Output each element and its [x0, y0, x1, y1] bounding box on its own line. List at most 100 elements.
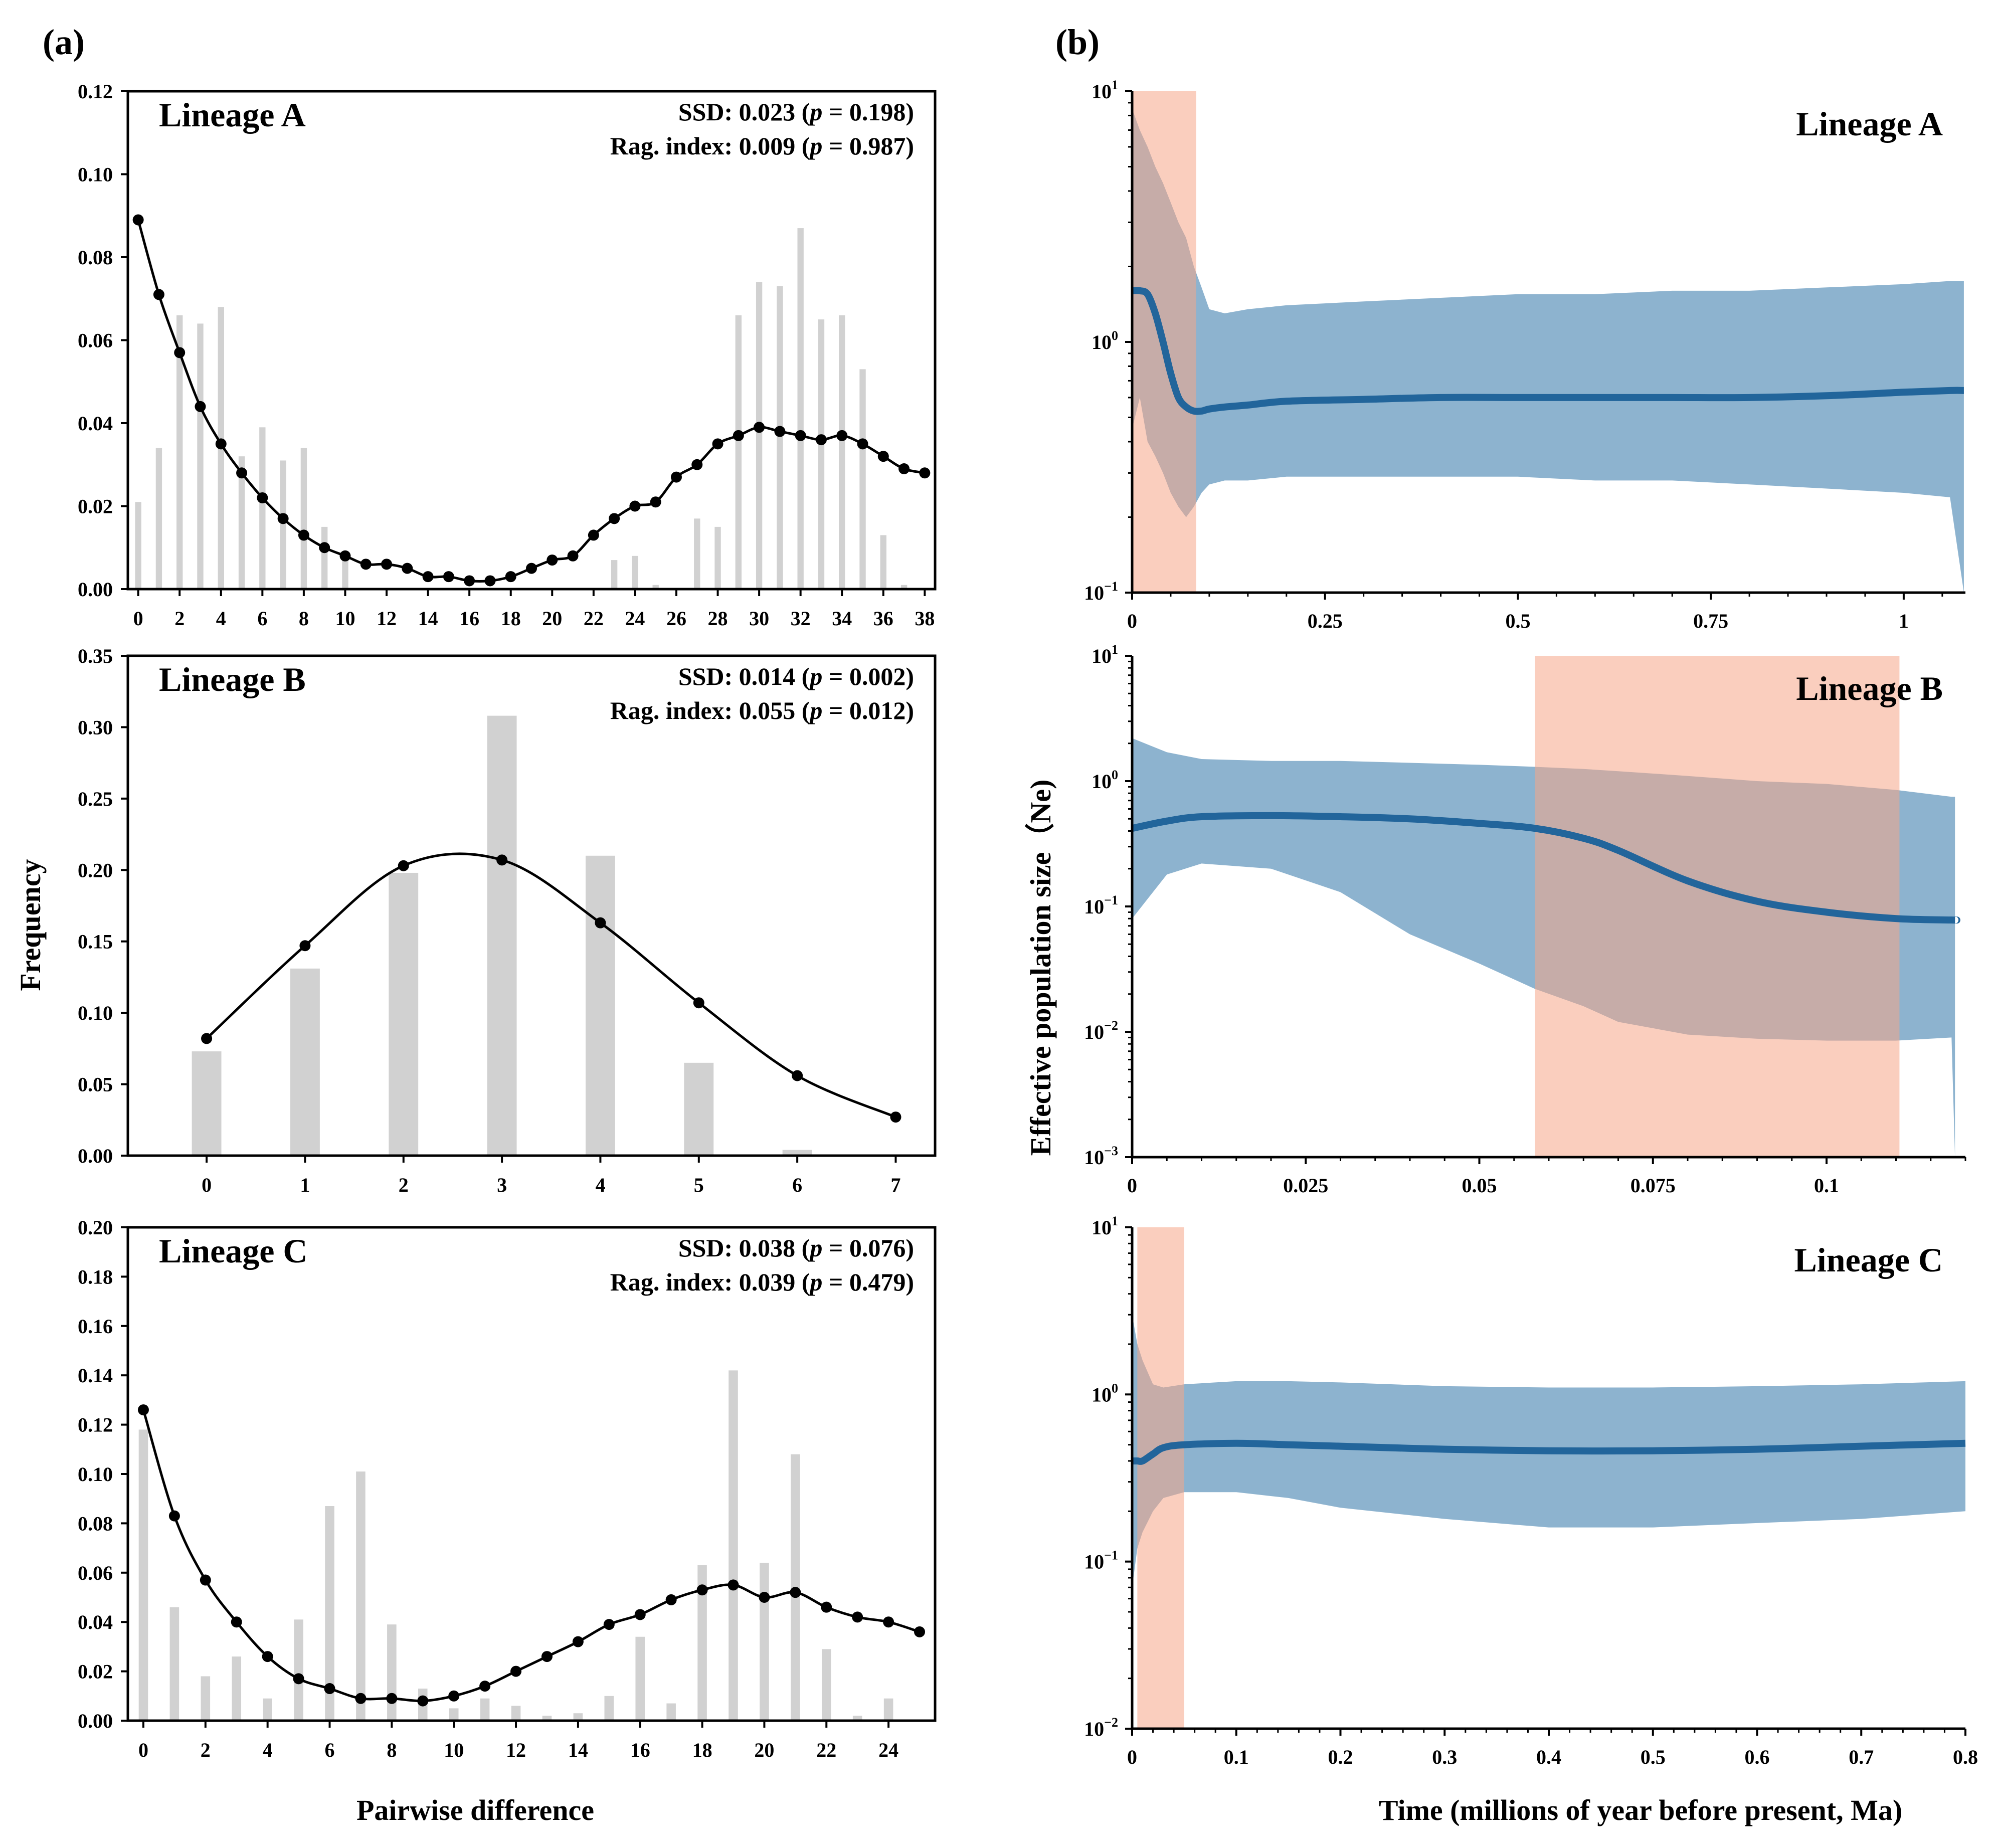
y-tick-label: 10−1	[1084, 893, 1118, 918]
x-tick-label: 26	[666, 607, 686, 630]
x-tick-label: 12	[506, 1739, 526, 1761]
x-tick-label: 30	[749, 607, 769, 630]
expected-point	[774, 426, 786, 437]
x-tick-label: 12	[377, 607, 397, 630]
expected-point	[595, 917, 606, 929]
x-tick-label: 14	[418, 607, 438, 630]
ssd-statistic: SSD: 0.038 (p = 0.076)	[678, 1234, 914, 1262]
y-tick-label: 0.15	[78, 931, 113, 953]
right-y-axis-label: Effective population size（Ne)	[1024, 780, 1057, 1156]
observed-bar	[821, 1649, 831, 1721]
observed-bar	[511, 1706, 521, 1721]
observed-bar	[611, 560, 618, 589]
panel-title: Lineage A	[1796, 105, 1943, 143]
y-tick-label: 100	[1092, 328, 1118, 353]
y-tick-label: 101	[1092, 1214, 1118, 1239]
x-tick-label: 10	[335, 607, 355, 630]
observed-bar	[135, 502, 141, 589]
observed-bar	[192, 1051, 222, 1156]
y-tick-label: 0.16	[78, 1315, 113, 1338]
expected-point	[815, 434, 827, 446]
observed-bar	[169, 1607, 179, 1721]
median-ne-line	[1132, 1439, 1966, 1465]
skyline-chart-c: 101 100 10−1 10−2 0 0.1 0.2 0.3 0.4 0.5 0.6 0.7 0.8 L…	[1084, 1214, 1978, 1768]
x-tick-label: 6	[257, 607, 267, 630]
x-tick-label: 7	[890, 1174, 900, 1196]
observed-bar	[197, 323, 204, 589]
observed-bar	[635, 1636, 645, 1721]
expected-point	[215, 438, 227, 450]
observed-bar	[756, 282, 763, 589]
y-tick-label: 101	[1092, 642, 1118, 667]
y-tick-label: 0.02	[78, 1660, 113, 1683]
x-tick-label: 0.025	[1283, 1174, 1328, 1197]
x-tick-label: 0.075	[1630, 1174, 1676, 1197]
expected-point	[693, 997, 704, 1009]
observed-bar	[449, 1708, 459, 1721]
raggedness-statistic: Rag. index: 0.009 (p = 0.987)	[610, 132, 914, 160]
x-tick-label: 3	[497, 1174, 507, 1196]
x-tick-label: 0	[1127, 1746, 1137, 1768]
observed-bar	[652, 585, 659, 589]
expected-point	[588, 529, 599, 541]
expected-point	[526, 563, 537, 574]
y-tick-label: 0.00	[78, 1145, 113, 1167]
expected-point	[262, 1651, 273, 1662]
x-tick-label: 2	[201, 1739, 211, 1761]
x-tick-label: 36	[873, 607, 893, 630]
observed-bar	[232, 1656, 242, 1721]
mismatch-chart-c: 0.00 0.02 0.04 0.06 0.08 0.10 0.12 0.14 0.16 0.18…	[78, 1216, 937, 1761]
observed-bar	[883, 1698, 893, 1721]
x-tick-label: 16	[459, 607, 479, 630]
expected-point	[277, 513, 289, 524]
expected-curve	[137, 219, 925, 583]
expected-point	[381, 559, 393, 570]
observed-bar	[729, 1370, 738, 1721]
panel-title: Lineage A	[159, 96, 306, 134]
x-tick-label: 0.25	[1308, 610, 1343, 632]
expected-point	[650, 496, 661, 508]
expected-point	[914, 1626, 926, 1637]
x-tick-label: 10	[444, 1739, 464, 1761]
expected-point	[609, 513, 620, 524]
observed-bar	[263, 1698, 272, 1721]
x-tick-label: 0.1	[1814, 1174, 1839, 1197]
x-tick-label: 22	[816, 1739, 836, 1761]
expected-point	[759, 1592, 770, 1603]
x-tick-label: 0.2	[1328, 1746, 1353, 1768]
expected-point	[634, 1609, 646, 1620]
observed-bar	[321, 526, 328, 589]
expected-point	[792, 1070, 803, 1081]
y-tick-label: 0.08	[78, 246, 113, 269]
x-tick-label: 0.5	[1505, 610, 1530, 632]
x-tick-label: 0.8	[1953, 1746, 1978, 1768]
plot-frame	[126, 90, 937, 591]
y-tick-label: 0.00	[78, 1710, 113, 1732]
x-tick-label: 20	[754, 1739, 774, 1761]
expected-point	[319, 542, 330, 553]
expected-point	[324, 1683, 335, 1695]
expected-point	[790, 1587, 801, 1598]
expected-point	[883, 1616, 894, 1628]
observed-bar	[760, 1563, 769, 1721]
observed-bar	[294, 1619, 303, 1721]
x-tick-label: 5	[694, 1174, 704, 1196]
panel-a-label: (a)	[43, 22, 85, 62]
x-tick-label: 0.3	[1432, 1746, 1457, 1768]
y-tick-label: 0.35	[78, 645, 113, 667]
x-tick-label: 6	[792, 1174, 802, 1196]
x-tick-label: 2	[174, 607, 185, 630]
mismatch-chart-b: 0.00 0.05 0.10 0.15 0.20 0.25 0.30 0.35 0 1 2 3 4 5 6 7…	[78, 645, 937, 1196]
right-x-axis-label: Time (millions of year before present, M…	[1379, 1794, 1902, 1826]
median-ne-line	[1132, 287, 1964, 415]
y-tick-label: 0.12	[78, 80, 113, 103]
observed-bar	[542, 1716, 552, 1721]
x-tick-label: 0.4	[1536, 1746, 1561, 1768]
expected-point	[572, 1636, 584, 1647]
observed-bar	[818, 319, 825, 589]
y-tick-label: 0.25	[78, 788, 113, 810]
x-tick-label: 0	[1127, 1174, 1137, 1197]
expected-point	[857, 438, 868, 450]
observed-bar	[880, 535, 886, 589]
observed-bar	[573, 1713, 583, 1721]
